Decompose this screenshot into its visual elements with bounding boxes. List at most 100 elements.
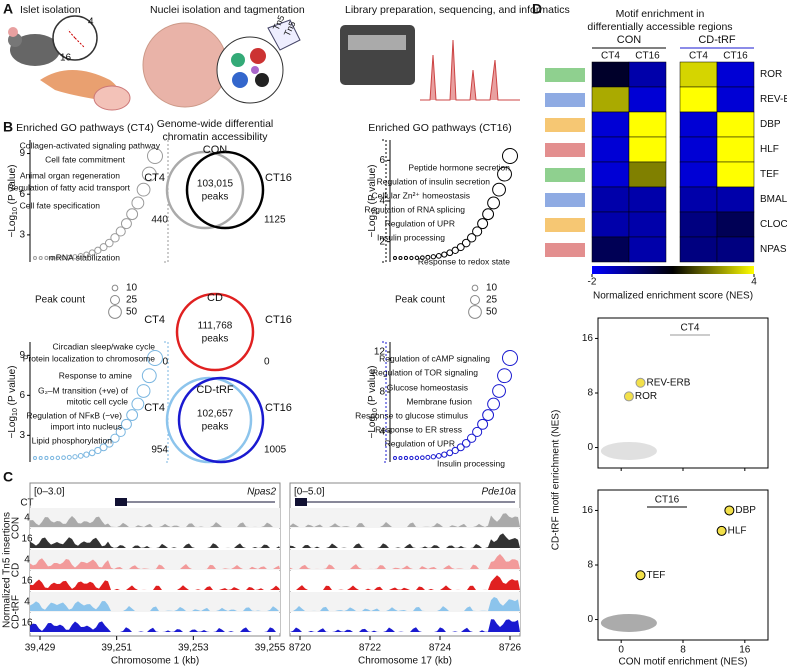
heat-cell	[679, 86, 718, 113]
heat-cell	[716, 136, 755, 163]
x-tick-label: 39,253	[178, 643, 209, 654]
dot	[497, 368, 512, 384]
venn-left-count: 440	[151, 215, 168, 226]
dot	[414, 455, 420, 461]
go-term: Circadian sleep/wake cycle	[52, 341, 155, 351]
dot	[425, 454, 431, 460]
dot	[403, 255, 409, 261]
dot	[456, 243, 465, 252]
time-label: 4	[24, 555, 30, 566]
dot	[110, 233, 120, 243]
go-term: Protein localization to chromosome	[23, 353, 156, 363]
bracket	[382, 341, 387, 463]
track	[290, 513, 520, 527]
dot	[131, 397, 145, 411]
track	[290, 575, 520, 590]
venn-unit: peaks	[202, 422, 229, 433]
clock-label: 16	[60, 53, 72, 64]
track-bg	[290, 529, 520, 549]
group-header: CON	[617, 34, 642, 46]
dot	[141, 166, 157, 182]
heat-cell	[716, 186, 755, 213]
gene: Pde10a	[482, 487, 517, 498]
heat-cell	[591, 136, 630, 163]
axis-title-part: (P value)	[7, 165, 18, 208]
plot-title: Genome-wide differential	[157, 118, 274, 130]
dot	[83, 251, 90, 258]
heat-cell	[591, 161, 630, 188]
dot	[467, 233, 477, 243]
venn-right-count: 1005	[264, 445, 287, 456]
dot	[38, 455, 43, 461]
dot	[94, 246, 102, 254]
x-tick-label: 39,255	[255, 643, 286, 654]
group-label: CON	[11, 517, 22, 539]
dot	[435, 453, 442, 459]
row-label: NPAS2	[760, 244, 787, 255]
go-term: import into nucleus	[51, 421, 122, 431]
y-tick-label: 8	[587, 388, 593, 399]
dot	[467, 433, 477, 443]
dot	[33, 456, 37, 460]
venn-circle	[175, 292, 255, 372]
dot	[126, 208, 139, 221]
track-bg	[290, 571, 520, 591]
column-label: CT16	[723, 51, 748, 62]
axis-title-part: 10	[372, 207, 379, 215]
dot	[55, 455, 61, 461]
gene: Npas2	[247, 487, 276, 498]
venn-circle	[165, 150, 245, 230]
axis-title-part: 10	[372, 408, 379, 416]
x-tick-label: 39,429	[25, 643, 56, 654]
axis-title-part: −Log	[7, 215, 18, 238]
y-tick-label: 4	[379, 427, 385, 438]
row-label: DBP	[760, 119, 781, 130]
ct-label: CT	[20, 498, 33, 509]
legend-size	[471, 284, 479, 292]
go-term: Response to redox state	[418, 256, 510, 266]
group-header: CD-tRF	[698, 34, 736, 46]
dot	[99, 243, 108, 252]
dot	[477, 218, 489, 230]
point-cloud	[600, 613, 657, 632]
legend-size	[470, 295, 480, 305]
legend-label: 10	[486, 283, 498, 294]
colorbar	[592, 266, 754, 274]
point	[623, 391, 634, 402]
dot	[94, 446, 102, 455]
y-tick-label: 8	[379, 387, 385, 398]
venn-right: CT16	[265, 172, 292, 184]
dot	[126, 409, 139, 421]
axis-title: Normalized Tn5 insertions	[2, 512, 13, 628]
illustration	[8, 15, 520, 111]
dot	[83, 451, 90, 458]
axis-title: Chromosome 17 (kb)	[358, 656, 452, 667]
panel-title: CT16	[655, 495, 680, 506]
venn-shared: 111,768	[198, 321, 233, 332]
venn-right: CT16	[265, 314, 292, 326]
go-term: Response to amine	[59, 370, 133, 380]
venn-circle	[177, 376, 265, 464]
time-label: 4	[24, 597, 30, 608]
dot	[472, 426, 483, 438]
dot	[482, 409, 495, 421]
track-bg	[290, 613, 520, 633]
dot	[502, 148, 518, 164]
dot	[487, 397, 500, 411]
heat-cell	[591, 186, 630, 213]
axis-title-part: (P value)	[7, 366, 18, 409]
heat-cell	[716, 61, 755, 88]
axis-title-part: −Log	[367, 215, 378, 238]
go-term: Regulation of insulin secretion	[377, 176, 491, 186]
panel-title: CT4	[681, 323, 700, 334]
time-label: 16	[21, 618, 33, 629]
heat-cell	[591, 86, 630, 113]
dot	[461, 238, 471, 248]
y-tick-label: 6	[19, 390, 25, 401]
dot	[430, 254, 437, 260]
motif-logo	[545, 143, 585, 157]
group-label: CD-tRF	[11, 595, 22, 629]
dot	[61, 255, 66, 261]
point-cloud	[600, 441, 657, 460]
dot	[141, 368, 157, 384]
